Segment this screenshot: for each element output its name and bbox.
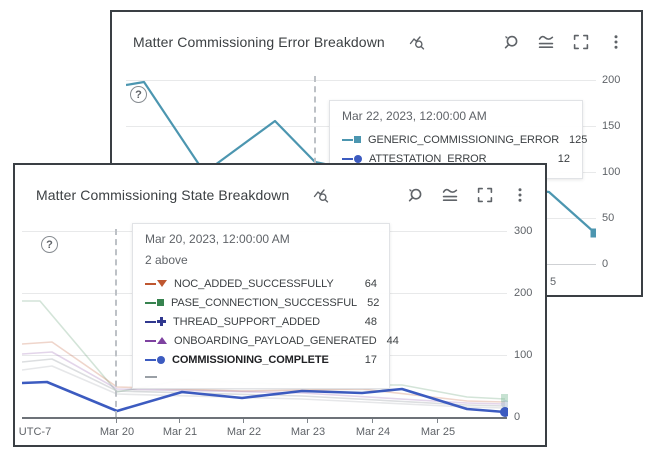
x-tick-label: Mar 22 <box>226 426 262 438</box>
series-value: 125 <box>569 133 588 146</box>
series-label: PASE_CONNECTION_SUCCESSFUL <box>171 296 358 309</box>
y-tick-label: 150 <box>602 120 621 132</box>
state-card-header: Matter Commissioning State Breakdown <box>36 183 529 207</box>
y-tick-label: 300 <box>514 225 533 237</box>
series-label: COMMISSIONING_COMPLETE <box>172 353 329 366</box>
tooltip-row: PASE_CONNECTION_SUCCESSFUL 52 <box>145 293 380 312</box>
series-value: 52 <box>367 296 380 309</box>
more-options-icon[interactable] <box>511 186 529 204</box>
series-label: ATTESTATION_ERROR <box>369 152 487 165</box>
series-end-marker-faint-circle <box>501 400 508 408</box>
zoom-reset-icon[interactable] <box>406 186 424 204</box>
y-tick-label: 100 <box>602 166 621 178</box>
chart-explore-icon[interactable] <box>409 34 426 51</box>
series-label: ONBOARDING_PAYLOAD_GENERATED <box>174 334 377 347</box>
x-axis-line <box>22 417 507 419</box>
fullscreen-icon[interactable] <box>476 186 494 204</box>
y-tick-label: 50 <box>602 212 615 224</box>
help-icon[interactable]: ? <box>130 86 147 103</box>
x-tick <box>437 419 438 423</box>
x-tick-label: Mar 25 <box>420 426 456 438</box>
state-chart-tooltip: Mar 20, 2023, 12:00:00 AM 2 above NOC_AD… <box>132 223 399 389</box>
y-tick-label: 0 <box>602 258 609 270</box>
tooltip-overflow-note: 2 above <box>145 253 188 267</box>
crosshair-line <box>115 229 117 417</box>
series-marker-circle-icon <box>342 154 362 163</box>
tooltip-row: NOC_ADDED_SUCCESSFULLY 64 <box>145 274 377 293</box>
gridline-200 <box>126 80 596 81</box>
x-tick <box>179 419 180 423</box>
state-card-title: Matter Commissioning State Breakdown <box>36 187 290 203</box>
tooltip-row: THREAD_SUPPORT_ADDED 48 <box>145 312 377 331</box>
tooltip-timestamp: Mar 20, 2023, 12:00:00 AM <box>145 232 290 246</box>
x-tick-label: Mar 24 <box>355 426 391 438</box>
x-tick <box>116 419 117 423</box>
series-marker-circle-icon <box>145 355 165 364</box>
compare-scale-icon[interactable] <box>537 33 555 51</box>
x-tick <box>243 419 244 423</box>
compare-scale-icon[interactable] <box>441 186 459 204</box>
tooltip-row: GENERIC_COMMISSIONING_ERROR 125 <box>342 130 587 149</box>
series-value: 12 <box>557 152 570 165</box>
tooltip-timestamp: Mar 22, 2023, 12:00:00 AM <box>342 109 487 123</box>
series-label: NOC_ADDED_SUCCESSFULLY <box>174 277 334 290</box>
y-tick-label: 200 <box>514 287 533 299</box>
series-value: 64 <box>364 277 377 290</box>
x-tick-label: Mar 20 <box>99 426 135 438</box>
series-label: GENERIC_COMMISSIONING_ERROR <box>368 133 560 146</box>
zoom-reset-icon[interactable] <box>502 33 520 51</box>
y-tick-label: 100 <box>514 349 533 361</box>
state-card-toolbar <box>406 186 529 204</box>
x-tick-label: UTC-7 <box>18 426 52 438</box>
error-card-header: Matter Commissioning Error Breakdown <box>133 30 625 54</box>
x-tick-label: Mar 21 <box>162 426 198 438</box>
more-options-icon[interactable] <box>607 33 625 51</box>
tooltip-row: ONBOARDING_PAYLOAD_GENERATED 44 <box>145 331 399 350</box>
chart-explore-icon[interactable] <box>313 187 330 204</box>
y-tick-label: 200 <box>602 74 621 86</box>
series-marker-plus-icon <box>145 317 166 326</box>
series-marker-square-icon <box>342 136 361 143</box>
series-value: 48 <box>364 315 377 328</box>
tooltip-row: COMMISSIONING_COMPLETE 17 <box>145 350 377 369</box>
series-value: 44 <box>386 334 399 347</box>
series-marker-triangle-up-icon <box>145 337 167 344</box>
series-end-marker-square <box>590 228 596 238</box>
state-chart-lines <box>22 300 508 417</box>
y-tick-label: 0 <box>514 411 521 423</box>
series-marker-square-icon <box>145 299 164 306</box>
series-value: 17 <box>364 353 377 366</box>
tooltip-truncated-row-dash <box>145 376 157 378</box>
fullscreen-icon[interactable] <box>572 33 590 51</box>
state-chart-plot[interactable]: 300 200 100 0 UTC-7 Mar 20 Mar 21 Mar 22… <box>15 165 545 445</box>
help-icon[interactable]: ? <box>41 236 58 253</box>
state-breakdown-card: Matter Commissioning State Breakdown <box>13 163 547 447</box>
error-card-title: Matter Commissioning Error Breakdown <box>133 34 385 50</box>
tooltip-row: ATTESTATION_ERROR 12 <box>342 149 570 168</box>
series-label: THREAD_SUPPORT_ADDED <box>173 315 320 328</box>
x-tick <box>372 419 373 423</box>
x-tick-label-partial: 5 <box>550 276 557 288</box>
series-end-marker-circle <box>500 407 508 417</box>
x-tick <box>307 419 308 423</box>
error-card-toolbar <box>502 33 625 51</box>
series-end-marker-square <box>501 394 508 402</box>
x-tick-label: Mar 23 <box>290 426 326 438</box>
series-marker-triangle-down-icon <box>145 280 167 287</box>
